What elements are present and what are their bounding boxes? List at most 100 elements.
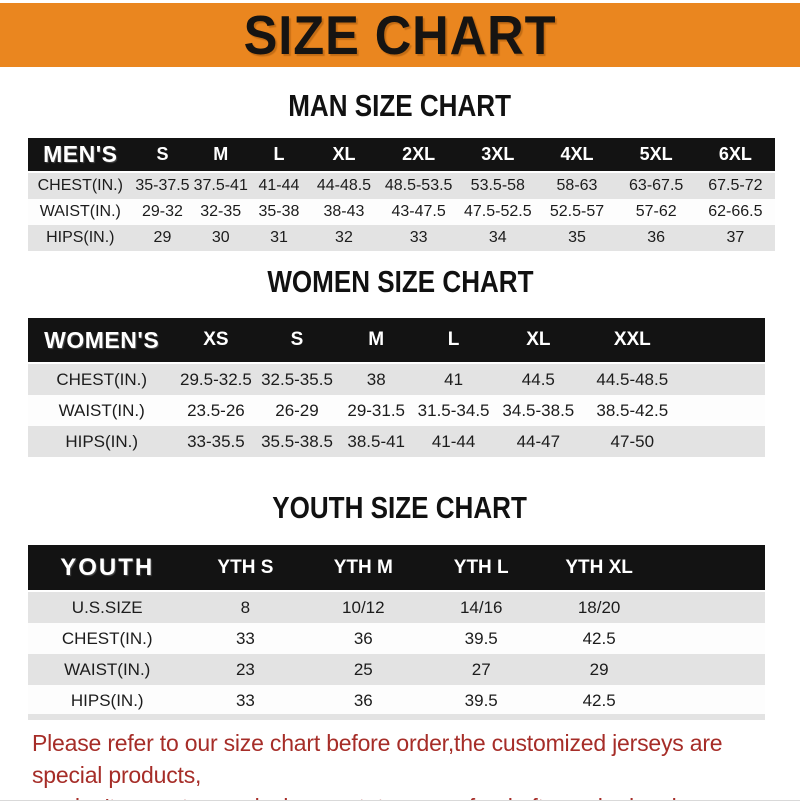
measurement-value-cell: 38-43 xyxy=(308,199,380,225)
measurement-value-cell: 23.5-26 xyxy=(175,395,257,426)
measurement-row: U.S.SIZE 8 10/12 14/16 18/20 xyxy=(28,591,765,623)
size-column-header: YTH L xyxy=(422,545,541,592)
measurement-value-cell: 38.5-42.5 xyxy=(584,395,681,426)
measurement-value-cell: 33 xyxy=(379,225,459,251)
measurement-row-label: CHEST(IN.) xyxy=(28,172,133,199)
measurement-value-cell: 33 xyxy=(186,623,305,654)
measurement-value-cell: 36 xyxy=(616,225,696,251)
measurement-value-cell: 8 xyxy=(186,591,305,623)
measurement-value-cell: 32.5-35.5 xyxy=(256,363,338,395)
spacer-cell xyxy=(658,623,765,654)
measurement-value-cell: 44-47 xyxy=(492,426,585,457)
measurement-row: CHEST(IN.) 35-37.5 37.5-41 41-44 44-48.5 48.5… xyxy=(28,172,775,199)
group-label-header: YOUTH xyxy=(28,545,187,592)
size-column-header: XL xyxy=(492,318,585,364)
group-label-header: WOMEN'S xyxy=(28,318,176,364)
women-size-table: WOMEN'S XS S M L XL XXL CHEST(IN.) 29.5-32.5 32.… xyxy=(28,318,765,457)
measurement-value-cell: 63-67.5 xyxy=(616,172,696,199)
measurement-row: HIPS(IN.) 33-35.5 35.5-38.5 38.5-41 41-44 44-… xyxy=(28,426,765,457)
measurement-row-label: HIPS(IN.) xyxy=(28,225,133,251)
measurement-value-cell: 18/20 xyxy=(540,591,659,623)
measurement-value-cell: 34 xyxy=(458,225,538,251)
size-column-header: S xyxy=(132,138,193,173)
measurement-row: CHEST(IN.) 29.5-32.5 32.5-35.5 38 41 44.5 44.5… xyxy=(28,363,765,395)
measurement-value-cell: 29.5-32.5 xyxy=(175,363,257,395)
size-column-header: XL xyxy=(308,138,380,173)
measurement-value-cell: 33 xyxy=(186,685,305,716)
measurement-value-cell: 32 xyxy=(308,225,380,251)
measurement-value-cell: 29 xyxy=(132,225,193,251)
youth-section-heading: YOUTH SIZE CHART xyxy=(272,490,528,525)
measurement-row-label: HIPS(IN.) xyxy=(28,426,176,457)
measurement-row-label: CHEST(IN.) xyxy=(28,363,176,395)
measurement-value-cell: 39.5 xyxy=(422,685,541,716)
measurement-row: WAIST(IN.) 23.5-26 26-29 29-31.5 31.5-34.5 34… xyxy=(28,395,765,426)
size-column-header: L xyxy=(249,138,309,173)
measurement-row-label: WAIST(IN.) xyxy=(28,199,133,225)
measurement-value-cell: 35 xyxy=(537,225,617,251)
measurement-value-cell: 25 xyxy=(304,654,423,685)
size-column-header: YTH S xyxy=(186,545,305,592)
measurement-value-cell: 47.5-52.5 xyxy=(458,199,538,225)
measurement-value-cell: 39.5 xyxy=(422,623,541,654)
order-policy-line-2: we don't accept cancel, change, teturn o… xyxy=(32,791,777,800)
measurement-value-cell: 26-29 xyxy=(256,395,338,426)
measurement-value-cell: 42.5 xyxy=(540,623,659,654)
measurement-row-label: WAIST(IN.) xyxy=(28,395,176,426)
measurement-row: HIPS(IN.) 33 36 39.5 42.5 xyxy=(28,685,765,716)
measurement-value-cell: 41-44 xyxy=(249,172,309,199)
size-column-header: S xyxy=(256,318,338,364)
measurement-value-cell: 29-31.5 xyxy=(337,395,415,426)
measurement-value-cell: 67.5-72 xyxy=(695,172,775,199)
size-column-header: XXL xyxy=(584,318,681,364)
measurement-value-cell: 37.5-41 xyxy=(192,172,250,199)
measurement-row: WAIST(IN.) 23 25 27 29 xyxy=(28,654,765,685)
measurement-row-label: U.S.SIZE xyxy=(28,591,187,623)
measurement-value-cell: 35-37.5 xyxy=(132,172,193,199)
measurement-value-cell: 14/16 xyxy=(422,591,541,623)
spacer-cell xyxy=(658,685,765,716)
measurement-value-cell: 35.5-38.5 xyxy=(256,426,338,457)
size-column-header: 2XL xyxy=(379,138,459,173)
group-label-header: MEN'S xyxy=(28,138,133,173)
order-policy-line-1: Please refer to our size chart before or… xyxy=(32,730,723,788)
spacer-cell xyxy=(680,363,765,395)
measurement-value-cell: 52.5-57 xyxy=(537,199,617,225)
measurement-value-cell: 37 xyxy=(695,225,775,251)
youth-size-table: YOUTH YTH S YTH M YTH L YTH XL U.S.SIZE 8 10/1… xyxy=(28,545,765,716)
measurement-value-cell: 53.5-58 xyxy=(458,172,538,199)
size-column-header: YTH M xyxy=(304,545,423,592)
measurement-value-cell: 47-50 xyxy=(584,426,681,457)
measurement-row: WAIST(IN.) 29-32 32-35 35-38 38-43 43-47.5 47.… xyxy=(28,199,775,225)
measurement-value-cell: 42.5 xyxy=(540,685,659,716)
size-header-row: WOMEN'S XS S M L XL XXL xyxy=(28,318,765,364)
youth-table-bottom-strip xyxy=(28,714,765,720)
measurement-value-cell: 62-66.5 xyxy=(695,199,775,225)
measurement-value-cell: 32-35 xyxy=(192,199,250,225)
measurement-row: HIPS(IN.) 29 30 31 32 33 34 35 36 37 xyxy=(28,225,775,251)
size-column-header: YTH XL xyxy=(540,545,659,592)
measurement-value-cell: 43-47.5 xyxy=(379,199,459,225)
size-header-row: YOUTH YTH S YTH M YTH L YTH XL xyxy=(28,545,765,592)
spacer-cell xyxy=(680,395,765,426)
measurement-row-label: WAIST(IN.) xyxy=(28,654,187,685)
measurement-value-cell: 30 xyxy=(192,225,250,251)
measurement-value-cell: 29-32 xyxy=(132,199,193,225)
size-header-row: MEN'S S M L XL 2XL 3XL 4XL 5XL 6XL xyxy=(28,138,775,173)
spacer-cell xyxy=(658,591,765,623)
measurement-row-label: HIPS(IN.) xyxy=(28,685,187,716)
measurement-value-cell: 35-38 xyxy=(249,199,309,225)
size-column-header: 4XL xyxy=(537,138,617,173)
measurement-value-cell: 44.5 xyxy=(492,363,585,395)
measurement-value-cell: 38.5-41 xyxy=(337,426,415,457)
measurement-value-cell: 36 xyxy=(304,623,423,654)
size-column-header: XS xyxy=(175,318,257,364)
measurement-value-cell: 31 xyxy=(249,225,309,251)
spacer-cell xyxy=(680,318,765,364)
measurement-value-cell: 41 xyxy=(414,363,493,395)
measurement-value-cell: 38 xyxy=(337,363,415,395)
size-column-header: 6XL xyxy=(695,138,775,173)
size-column-header: M xyxy=(337,318,415,364)
size-column-header: 3XL xyxy=(458,138,538,173)
size-column-header: L xyxy=(414,318,493,364)
